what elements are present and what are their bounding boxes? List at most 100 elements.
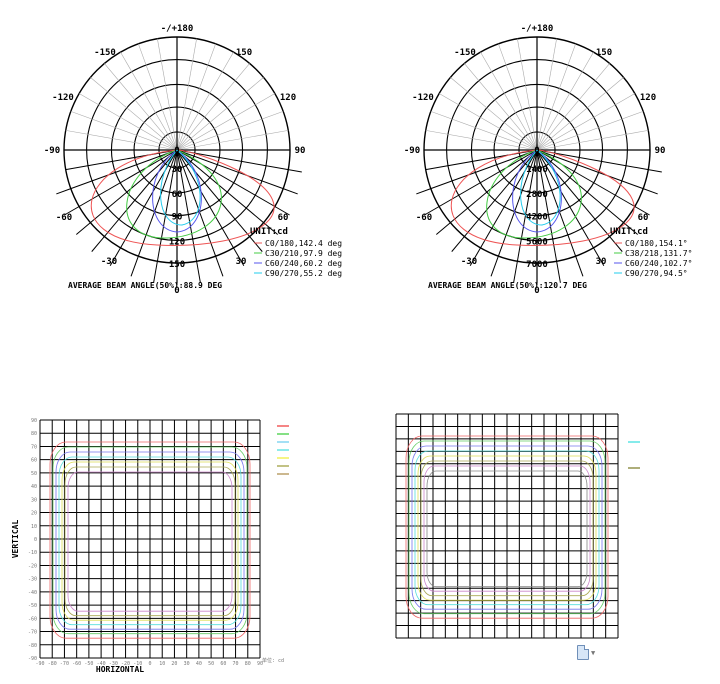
iso-left-contour-0 xyxy=(49,441,251,639)
polar-left-spoke xyxy=(78,93,178,151)
polar-right-radial-label: 1400 xyxy=(526,165,548,175)
polar-right-spoke xyxy=(536,149,594,249)
polar-left-spoke xyxy=(176,149,217,257)
polar-left-spoke xyxy=(78,149,178,207)
polar-right-spoke xyxy=(536,77,624,151)
polar-left-spoke xyxy=(176,130,289,151)
polar-left-spoke xyxy=(176,63,250,151)
iso-left-x-tick: -30 xyxy=(109,661,118,667)
iso-right-contour-3 xyxy=(414,450,600,606)
polar-right-spoke xyxy=(497,149,538,257)
polar-right-spoke xyxy=(536,149,624,224)
polar-chart-left-svg: -/+180 -150 150 -120 120 -90 90 -60 60 -30 30 0 0 30 6… xyxy=(44,24,342,296)
iso-left-y-tick: -60 xyxy=(28,616,37,622)
polar-left-radial-label: 120 xyxy=(169,237,185,247)
iso-left-x-tick: 20 xyxy=(171,661,177,667)
polar-right-spoke-ext xyxy=(451,236,465,252)
polar-right-spoke-ext xyxy=(609,236,623,252)
polar-right-spoke xyxy=(425,130,538,151)
polar-left-curve-1 xyxy=(126,149,222,239)
iso-left-contour-3 xyxy=(58,456,242,626)
iso-left-y-tick: -20 xyxy=(28,563,37,569)
polar-right-spoke xyxy=(536,149,558,262)
iso-left-y-tick: 70 xyxy=(31,444,37,450)
polar-right-curve-0 xyxy=(450,149,635,246)
iso-left-y-tick: 90 xyxy=(31,418,37,424)
polar-left-spoke-ext xyxy=(283,188,298,195)
polar-right-spoke xyxy=(517,38,538,151)
polar-right-curve-2 xyxy=(512,149,562,233)
polar-right-angle-label: 90 xyxy=(655,146,666,156)
polar-left-spoke xyxy=(90,77,178,151)
iso-left-x-tick: 10 xyxy=(159,661,165,667)
iso-left-contour-6 xyxy=(67,471,233,612)
polar-right-angle-label: -60 xyxy=(416,213,432,223)
polar-left-spoke xyxy=(137,149,178,257)
iso-left-y-tick: 80 xyxy=(31,431,37,437)
document-icon[interactable] xyxy=(577,645,589,660)
polar-right-spoke xyxy=(536,149,611,237)
polar-right-spoke-ext xyxy=(469,247,481,267)
iso-left-y-tick: 40 xyxy=(31,484,37,490)
isocandela-chart-left: -90 -80 -70 -60 -50 -40 -30 -20 -10 0 10 20 30 40 50 60… xyxy=(0,400,360,680)
iso-left-x-tick: 70 xyxy=(233,661,239,667)
polar-right-spoke xyxy=(450,77,538,151)
polar-left-spoke xyxy=(120,149,178,249)
polar-left-angle-label: -/+180 xyxy=(161,24,194,34)
iso-left-y-tick: -70 xyxy=(28,630,37,636)
polar-left-spoke xyxy=(157,38,178,151)
polar-right-curve-1 xyxy=(486,149,582,239)
polar-left-spoke-ext xyxy=(153,261,158,283)
polar-left-spoke xyxy=(176,149,198,262)
polar-right-legend-item: C60/240,102.7° xyxy=(625,259,692,268)
polar-left-curve-0 xyxy=(90,149,275,246)
polar-left-radial-label: 30 xyxy=(172,165,183,175)
polar-left-angle-label: 0 xyxy=(174,286,179,296)
polar-left-spoke xyxy=(156,149,178,262)
polar-right-spoke xyxy=(536,149,649,171)
polar-right-spoke-ext xyxy=(648,169,662,173)
polar-right-angle-label: 0 xyxy=(534,286,539,296)
polar-left-spoke xyxy=(176,38,197,151)
polar-left-spoke-ext xyxy=(56,188,71,195)
iso-right-contour-1 xyxy=(408,440,606,615)
polar-left-angle-label: 90 xyxy=(295,146,306,156)
iso-left-x-tick: 50 xyxy=(208,661,214,667)
iso-left-y-tick: 30 xyxy=(31,497,37,503)
isocandela-chart-right-svg xyxy=(395,413,640,639)
iso-left-y-tick: -50 xyxy=(28,603,37,609)
iso-left-y-tick: 60 xyxy=(31,458,37,464)
polar-right-spoke-ext xyxy=(513,261,518,283)
polar-right-spoke xyxy=(536,111,644,151)
iso-left-y-tick: -30 xyxy=(28,577,37,583)
iso-right-contour-6 xyxy=(423,465,591,592)
iso-left-x-tick: 30 xyxy=(184,661,190,667)
polar-right-angle-label: -120 xyxy=(412,93,434,103)
polar-right-spoke-ext xyxy=(593,247,605,267)
polar-right-spoke xyxy=(536,149,636,207)
polar-left-spoke-ext xyxy=(215,256,224,277)
polar-right-legend-item: C0/180,154.1° xyxy=(625,239,688,248)
polar-right-spoke-ext xyxy=(643,188,658,195)
polar-right-angle-label: -30 xyxy=(461,257,477,267)
iso-left-x-tick: 0 xyxy=(148,661,151,667)
polar-left-curve-2 xyxy=(152,149,202,233)
iso-left-x-tick: -20 xyxy=(121,661,130,667)
polar-right-spoke xyxy=(536,149,644,190)
isocandela-chart-left-svg: -90 -80 -70 -60 -50 -40 -30 -20 -10 0 10 20 30 40 50 60… xyxy=(11,418,289,674)
iso-left-x-tick: -40 xyxy=(97,661,106,667)
polar-right-spoke xyxy=(536,43,576,151)
polar-right-spoke-ext xyxy=(623,222,639,235)
polar-right-angle-label: 60 xyxy=(638,213,649,223)
iso-right-contour-2 xyxy=(411,445,603,610)
chevron-down-icon[interactable]: ▼ xyxy=(591,649,596,657)
polar-right-radial-label: 5600 xyxy=(526,237,548,247)
polar-left-angle-label: 120 xyxy=(280,93,296,103)
polar-chart-left: -/+180 -150 150 -120 120 -90 90 -60 60 -30 30 0 0 30 6… xyxy=(10,20,360,300)
polar-right-spoke-ext xyxy=(490,256,499,277)
isocandela-chart-right xyxy=(360,400,720,680)
polar-left-legend-item: C30/210,97.9 deg xyxy=(265,249,342,258)
polar-right-angle-label: -90 xyxy=(404,146,420,156)
polar-right-radial-label: 2800 xyxy=(526,190,548,200)
polar-left-spoke-ext xyxy=(91,236,105,252)
